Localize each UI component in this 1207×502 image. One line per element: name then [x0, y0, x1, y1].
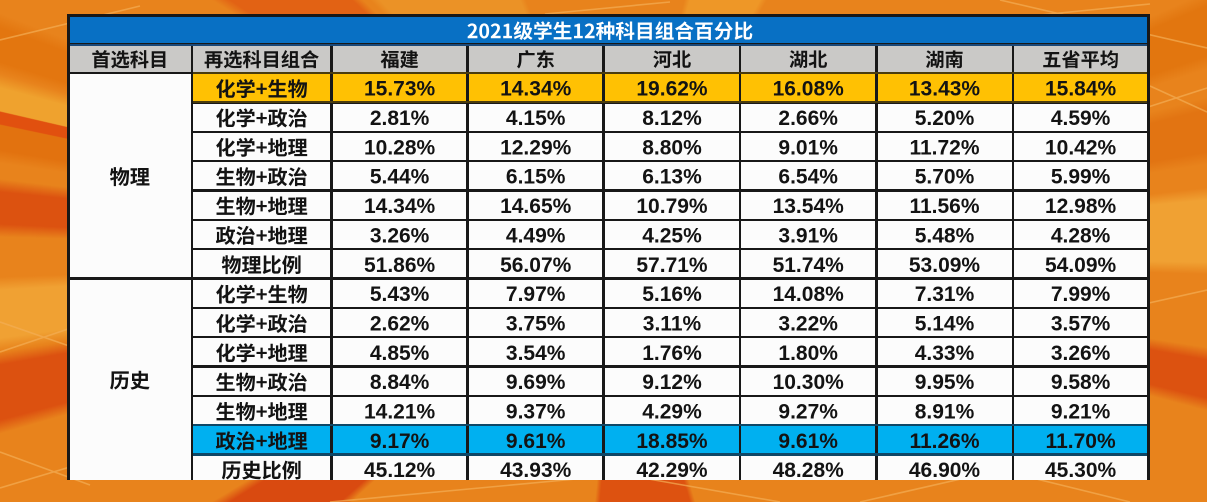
- svg-text:3.22%: 3.22%: [778, 313, 838, 336]
- svg-text:3.75%: 3.75%: [506, 313, 566, 336]
- svg-text:2.66%: 2.66%: [778, 107, 838, 130]
- svg-text:14.34%: 14.34%: [364, 195, 436, 218]
- svg-text:42.29%: 42.29%: [636, 459, 708, 482]
- svg-text:1.76%: 1.76%: [642, 342, 702, 365]
- svg-text:10.30%: 10.30%: [773, 371, 845, 394]
- svg-text:18.85%: 18.85%: [636, 430, 708, 453]
- svg-text:5.43%: 5.43%: [370, 283, 430, 306]
- svg-text:10.28%: 10.28%: [364, 136, 436, 159]
- svg-text:9.95%: 9.95%: [915, 371, 975, 394]
- svg-text:5.20%: 5.20%: [915, 107, 975, 130]
- svg-text:51.74%: 51.74%: [773, 254, 845, 277]
- svg-text:8.84%: 8.84%: [370, 371, 430, 394]
- svg-text:51.86%: 51.86%: [364, 254, 436, 277]
- svg-text:4.49%: 4.49%: [506, 224, 566, 247]
- svg-text:9.17%: 9.17%: [370, 430, 430, 453]
- svg-text:56.07%: 56.07%: [500, 254, 572, 277]
- svg-text:2.81%: 2.81%: [370, 107, 430, 130]
- svg-text:57.71%: 57.71%: [636, 254, 708, 277]
- svg-text:1.80%: 1.80%: [778, 342, 838, 365]
- svg-text:7.99%: 7.99%: [1051, 283, 1111, 306]
- svg-text:8.91%: 8.91%: [915, 401, 975, 424]
- svg-text:5.70%: 5.70%: [915, 166, 975, 189]
- svg-text:48.28%: 48.28%: [773, 459, 845, 482]
- svg-text:13.43%: 13.43%: [909, 78, 981, 101]
- svg-text:9.12%: 9.12%: [642, 371, 702, 394]
- svg-text:8.80%: 8.80%: [642, 136, 702, 159]
- svg-text:53.09%: 53.09%: [909, 254, 981, 277]
- svg-text:46.90%: 46.90%: [909, 459, 981, 482]
- svg-text:9.27%: 9.27%: [778, 401, 838, 424]
- svg-text:12.98%: 12.98%: [1045, 195, 1117, 218]
- svg-text:54.09%: 54.09%: [1045, 254, 1117, 277]
- svg-text:4.15%: 4.15%: [506, 107, 566, 130]
- svg-text:12.29%: 12.29%: [500, 136, 572, 159]
- svg-text:15.73%: 15.73%: [364, 78, 436, 101]
- svg-text:9.61%: 9.61%: [778, 430, 838, 453]
- svg-text:5.44%: 5.44%: [370, 166, 430, 189]
- svg-text:10.79%: 10.79%: [636, 195, 708, 218]
- svg-text:6.54%: 6.54%: [778, 166, 838, 189]
- svg-text:4.33%: 4.33%: [915, 342, 975, 365]
- svg-text:3.26%: 3.26%: [1051, 342, 1111, 365]
- svg-text:43.93%: 43.93%: [500, 459, 572, 482]
- svg-text:14.65%: 14.65%: [500, 195, 572, 218]
- svg-text:9.69%: 9.69%: [506, 371, 566, 394]
- svg-text:4.59%: 4.59%: [1051, 107, 1111, 130]
- svg-text:4.85%: 4.85%: [370, 342, 430, 365]
- svg-text:3.26%: 3.26%: [370, 224, 430, 247]
- svg-text:45.30%: 45.30%: [1045, 459, 1117, 482]
- svg-text:19.62%: 19.62%: [636, 78, 708, 101]
- svg-text:14.08%: 14.08%: [773, 283, 845, 306]
- svg-text:11.70%: 11.70%: [1046, 430, 1116, 453]
- svg-text:10.42%: 10.42%: [1045, 136, 1117, 159]
- svg-text:3.57%: 3.57%: [1051, 313, 1111, 336]
- svg-text:5.14%: 5.14%: [915, 313, 975, 336]
- svg-text:5.16%: 5.16%: [642, 283, 702, 306]
- svg-text:6.15%: 6.15%: [506, 166, 566, 189]
- svg-text:15.84%: 15.84%: [1045, 78, 1117, 101]
- svg-text:16.08%: 16.08%: [773, 78, 845, 101]
- svg-text:4.25%: 4.25%: [642, 224, 702, 247]
- svg-text:14.21%: 14.21%: [364, 401, 436, 424]
- svg-text:8.12%: 8.12%: [642, 107, 702, 130]
- svg-text:6.13%: 6.13%: [642, 166, 702, 189]
- svg-text:9.58%: 9.58%: [1051, 371, 1111, 394]
- svg-text:14.34%: 14.34%: [500, 78, 572, 101]
- svg-text:3.54%: 3.54%: [506, 342, 566, 365]
- svg-text:3.91%: 3.91%: [778, 224, 838, 247]
- svg-text:2.62%: 2.62%: [370, 313, 430, 336]
- svg-text:13.54%: 13.54%: [773, 195, 845, 218]
- svg-text:3.11%: 3.11%: [643, 313, 702, 336]
- svg-text:4.29%: 4.29%: [642, 401, 702, 424]
- svg-text:9.37%: 9.37%: [506, 401, 566, 424]
- svg-text:7.31%: 7.31%: [915, 283, 975, 306]
- svg-text:45.12%: 45.12%: [364, 459, 436, 482]
- svg-text:9.21%: 9.21%: [1051, 401, 1111, 424]
- svg-text:11.56%: 11.56%: [909, 195, 979, 218]
- svg-text:9.01%: 9.01%: [778, 136, 838, 159]
- svg-text:7.97%: 7.97%: [506, 283, 566, 306]
- svg-text:9.61%: 9.61%: [506, 430, 566, 453]
- svg-text:5.48%: 5.48%: [915, 224, 975, 247]
- svg-text:11.72%: 11.72%: [909, 136, 979, 159]
- svg-text:4.28%: 4.28%: [1051, 224, 1111, 247]
- svg-text:11.26%: 11.26%: [909, 430, 979, 453]
- svg-text:5.99%: 5.99%: [1051, 166, 1111, 189]
